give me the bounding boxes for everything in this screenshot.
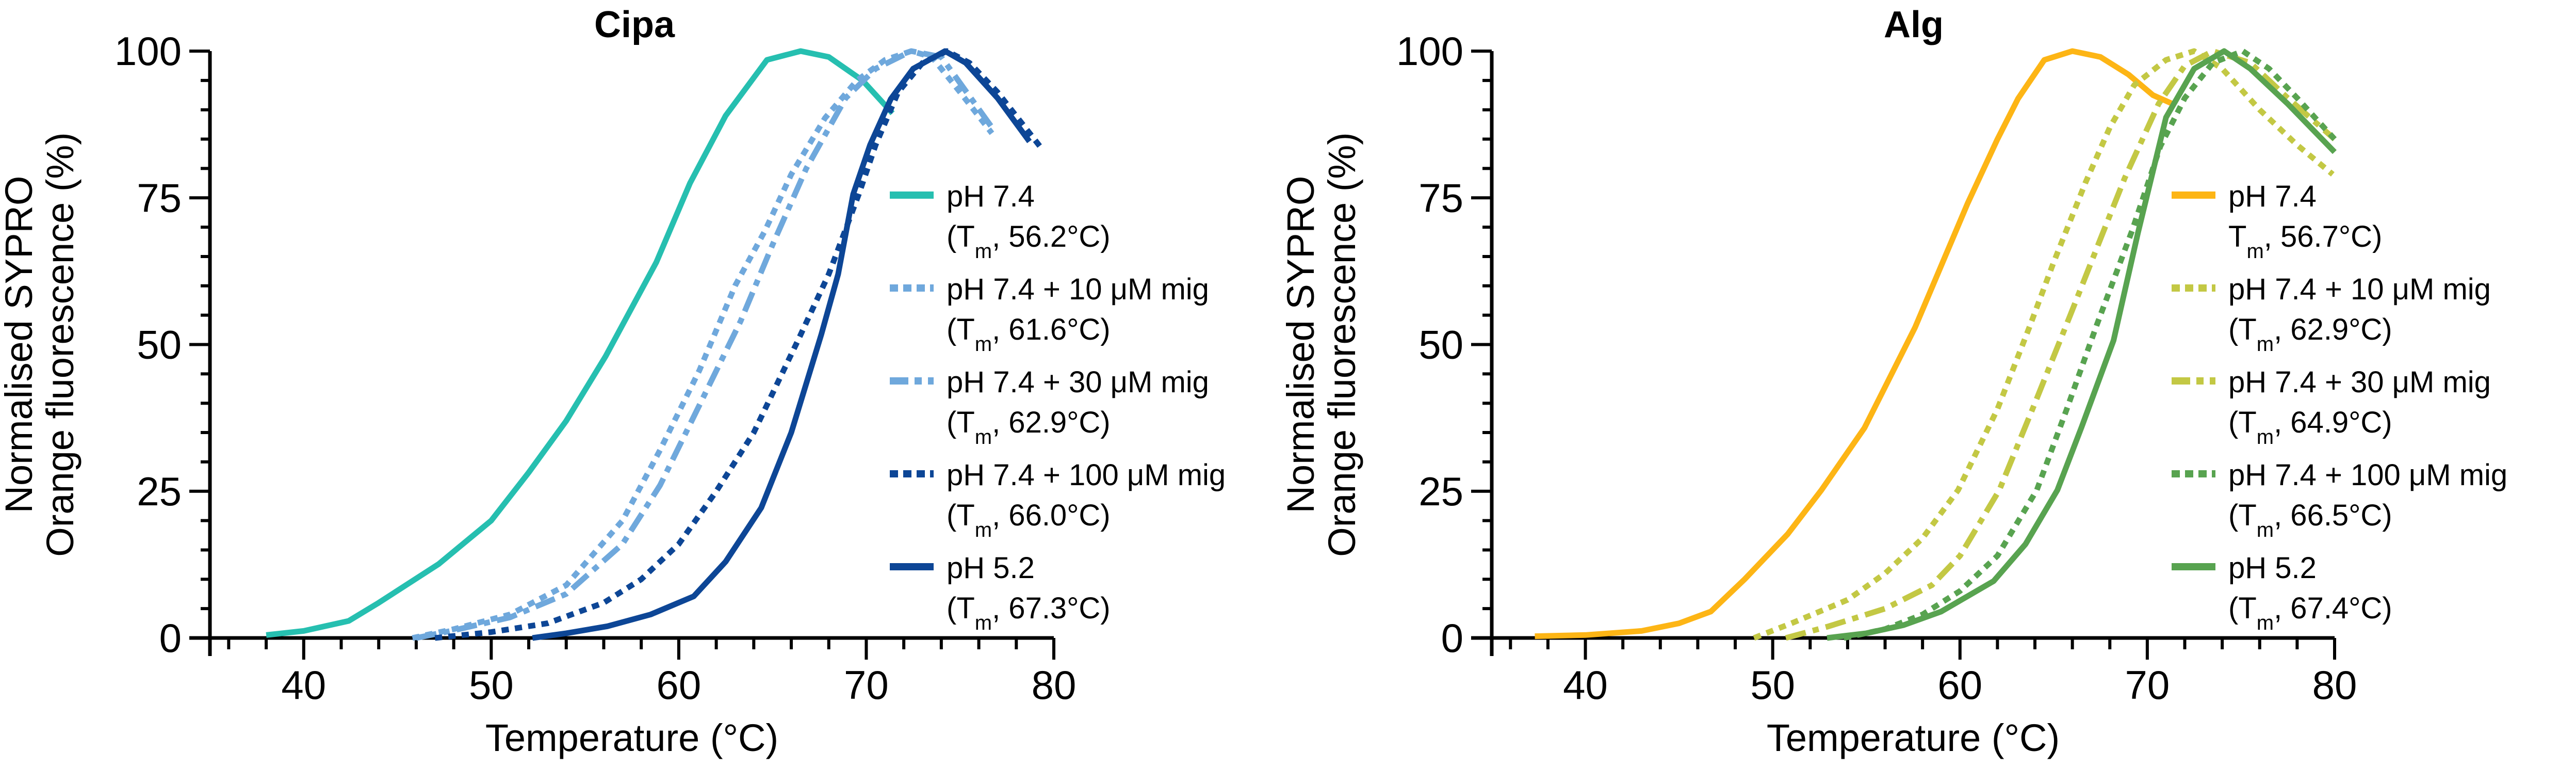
x-axis-title: Temperature (°C) [485,716,778,759]
series-line-3 [434,48,1045,641]
x-tick-label: 50 [1750,662,1795,708]
legend-tm-subscript: m [975,426,992,449]
chart-alg: Alg 0 25 50 75 100 40 50 60 70 80 Temperature (°C) N… [1279,4,2507,759]
legend-tm-prefix: T [2228,220,2246,253]
legend-label: pH 5.2 [2228,551,2317,585]
legend-tm-value: , 61.6°C) [992,313,1111,346]
legend-tm-value: , 66.5°C) [2274,499,2392,532]
legend-label: pH 5.2 [947,551,1035,585]
y-tick-label: 25 [137,469,182,514]
series-line-4 [1827,48,2337,641]
x-tick-label: 60 [1937,662,1982,708]
x-tick-label: 40 [1563,662,1608,708]
y-tick-label: 0 [159,615,182,661]
legend-tm-prefix: (T [947,406,975,439]
legend-tm-subscript: m [2257,426,2274,449]
chart-cipa: Cipa 0 25 50 75 100 40 50 60 70 80 Temperature (°C)… [0,4,1226,759]
legend-tm-prefix: (T [2228,499,2257,532]
legend-tm-value: , 56.2°C) [992,220,1111,253]
legend-tm-prefix: (T [947,499,975,532]
legend-tm-subscript: m [2257,333,2274,356]
legend-label: pH 7.4 + 30 μM mig [2228,365,2491,399]
legend-tm-prefix: (T [2228,592,2257,625]
legend-tm: (Tm, 66.0°C) [947,499,1111,541]
legend-tm-subscript: m [975,240,992,263]
legend-tm-subscript: m [975,519,992,541]
legend-tm: (Tm, 67.3°C) [947,592,1111,634]
y-tick-label: 50 [137,322,182,367]
series-line-0 [1535,48,2177,640]
x-tick-label: 40 [281,662,326,708]
legend-label: pH 7.4 [947,180,1035,213]
x-axis-title: Temperature (°C) [1767,716,2060,759]
y-tick-label: 50 [1419,322,1463,367]
legend-tm: Tm, 56.7°C) [2228,220,2382,263]
x-tick-label: 80 [2312,662,2357,708]
legend-tm-value: , 62.9°C) [2274,313,2392,346]
series-line-1 [412,48,994,641]
legend-tm: (Tm, 62.9°C) [947,406,1111,449]
legend-tm: (Tm, 62.9°C) [2228,313,2392,356]
legend-tm-prefix: (T [947,220,975,253]
legend-tm-subscript: m [2246,240,2263,263]
chart-title: Alg [1884,4,1944,45]
y-tick-label: 75 [137,175,182,220]
legend-label: pH 7.4 + 10 μM mig [947,273,1209,306]
legend-tm-value: , 62.9°C) [992,406,1111,439]
y-tick-label: 25 [1419,469,1463,514]
series-line-2 [415,48,994,641]
legend-label: pH 7.4 [2228,180,2317,213]
legend-tm-prefix: (T [947,592,975,625]
x-tick-label: 70 [2125,662,2170,708]
legend-tm-value: , 67.4°C) [2274,592,2392,625]
legend-label: pH 7.4 + 30 μM mig [947,365,1209,399]
legend-tm-value: , 64.9°C) [2274,406,2392,439]
legend-tm-subscript: m [975,612,992,634]
x-tick-label: 50 [469,662,514,708]
y-tick-label: 100 [115,28,182,74]
legend-tm: (Tm, 66.5°C) [2228,499,2392,541]
y-tick-label: 100 [1396,28,1463,74]
legend-tm: (Tm, 64.9°C) [2228,406,2392,449]
y-tick-label: 0 [1441,615,1463,661]
legend-tm-prefix: (T [2228,406,2257,439]
legend-tm-value: , 67.3°C) [992,592,1111,625]
series-line-3 [1843,48,2337,641]
x-tick-label: 70 [844,662,889,708]
y-axis-title-line2: Orange fluorescence (%) [39,132,81,557]
legend-tm-value: , 56.7°C) [2264,220,2383,253]
x-tick-label: 60 [657,662,702,708]
y-tick-label: 75 [1419,175,1463,220]
y-axis-title-line2: Orange fluorescence (%) [1320,132,1363,557]
legend-tm-subscript: m [2257,519,2274,541]
legend-tm-subscript: m [2257,612,2274,634]
series-line-1 [1753,48,2335,641]
legend-tm: (Tm, 56.2°C) [947,220,1111,263]
legend-label: pH 7.4 + 100 μM mig [2228,458,2507,492]
y-axis-title-line1: Normalised SYPRO [0,176,40,514]
series-line-0 [266,48,895,638]
series-line-4 [532,48,1032,641]
legend-tm-subscript: m [975,333,992,356]
legend-tm: (Tm, 67.4°C) [2228,592,2392,634]
legend-label: pH 7.4 + 100 μM mig [947,458,1226,492]
x-tick-label: 80 [1032,662,1077,708]
legend-tm-prefix: (T [2228,313,2257,346]
legend-tm: (Tm, 61.6°C) [947,313,1111,356]
legend-tm-prefix: (T [947,313,975,346]
chart-title: Cipa [594,4,675,45]
y-axis-title-line1: Normalised SYPRO [1279,176,1322,514]
legend-label: pH 7.4 + 10 μM mig [2228,273,2491,306]
legend-tm-value: , 66.0°C) [992,499,1111,532]
